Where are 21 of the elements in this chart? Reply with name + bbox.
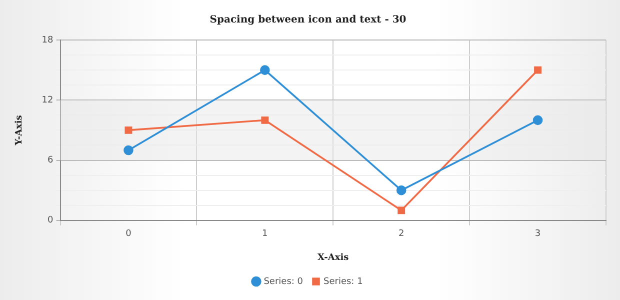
y-axis-title: Y-Axis bbox=[14, 115, 25, 146]
x-axis-title: X-Axis bbox=[318, 252, 349, 263]
x-tick-label: 3 bbox=[534, 229, 541, 240]
point bbox=[396, 185, 406, 196]
point bbox=[260, 65, 270, 75]
point bbox=[261, 116, 269, 124]
x-tick-label: 1 bbox=[262, 229, 268, 240]
y-tick-label: 6 bbox=[48, 156, 54, 166]
point bbox=[124, 126, 132, 134]
point bbox=[124, 145, 134, 156]
y-tick-label: 0 bbox=[48, 216, 54, 226]
y-tick-label: 18 bbox=[42, 35, 54, 46]
x-tick-label: 2 bbox=[398, 229, 404, 240]
point bbox=[532, 115, 543, 126]
legend-label: Series: 1 bbox=[324, 276, 363, 287]
point bbox=[398, 206, 406, 214]
chart-title: Spacing between icon and text - 30 bbox=[210, 14, 406, 26]
y-tick-label: 12 bbox=[42, 95, 54, 106]
x-tick-label: 0 bbox=[126, 229, 132, 240]
legend-label: Series: 0 bbox=[264, 276, 304, 287]
point bbox=[534, 66, 542, 74]
